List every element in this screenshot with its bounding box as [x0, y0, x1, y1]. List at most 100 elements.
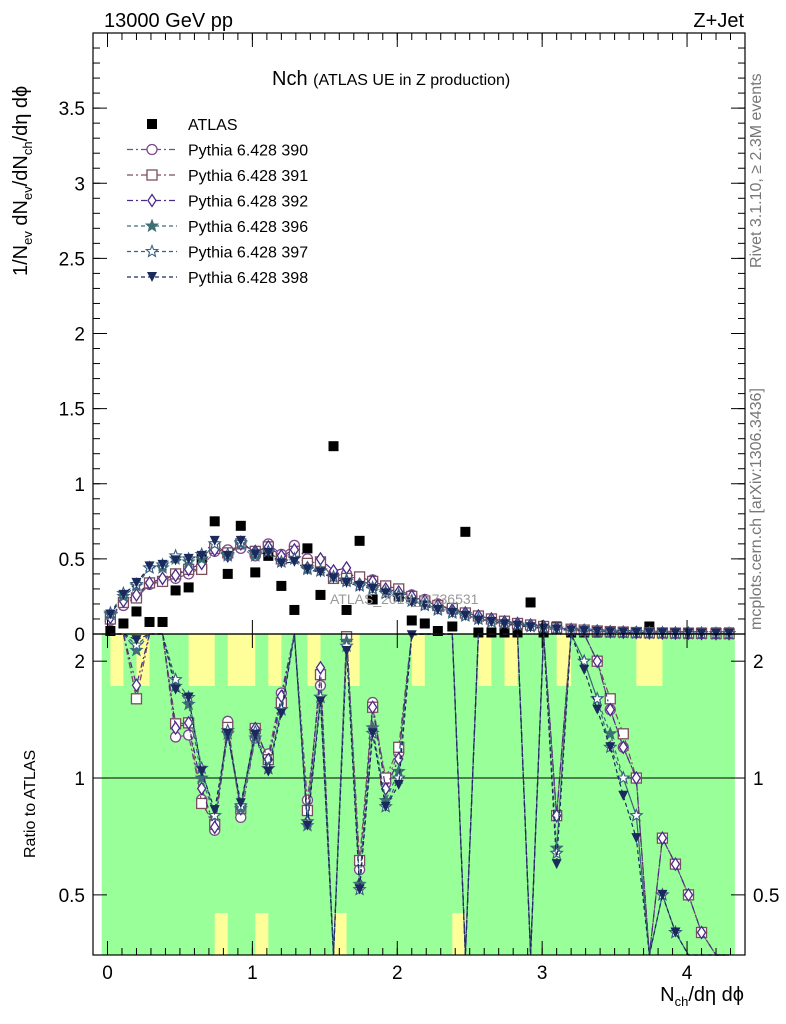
legend-label-2: Pythia 6.428 391 [188, 168, 308, 185]
ratio-point-s6-42 [657, 889, 668, 900]
point-s6-6 [183, 553, 194, 564]
ratio-band-yellow-low-2 [333, 913, 347, 955]
ratio-band-yellow-9 [504, 634, 518, 686]
point-s0-10 [235, 520, 246, 531]
point-s6-7 [196, 550, 207, 561]
point-s6-10 [235, 535, 246, 546]
point-s6-20 [367, 583, 378, 594]
ratio-band-yellow-4 [268, 634, 282, 686]
plot-title: Nch (ATLAS UE in Z production) [272, 68, 510, 91]
legend-marker-5 [144, 243, 160, 258]
point-s3-5 [170, 568, 181, 583]
legend-label-0: ATLAS [188, 117, 238, 134]
point-s0-8 [209, 516, 220, 527]
ratio-point-s3-6 [183, 715, 194, 731]
xtick-label-2: 2 [392, 963, 403, 984]
point-s3-3 [144, 575, 155, 591]
point-s0-26 [447, 621, 458, 632]
ratio-point-s3-38 [605, 702, 616, 717]
ratio-band-yellow-8 [478, 634, 492, 686]
point-s6-40 [631, 627, 642, 638]
legend-marker-1 [146, 143, 158, 156]
ratio-point-s6-19 [354, 884, 365, 895]
point-s0-31 [512, 627, 523, 638]
ratio-point-s3-37 [592, 654, 602, 669]
xtick-label-3: 3 [537, 963, 548, 984]
legend-marker-6 [147, 272, 157, 282]
point-s0-19 [354, 535, 365, 546]
ratio-point-s3-39 [618, 740, 629, 755]
point-s6-8 [209, 535, 220, 546]
ratio-band-yellow-low-3 [452, 913, 466, 955]
point-s0-32 [525, 597, 536, 608]
ratio-point-s6-6 [183, 692, 194, 703]
point-s0-28 [473, 627, 484, 638]
point-s6-36 [579, 626, 590, 637]
ratio-point-s2-2 [130, 693, 143, 705]
point-s0-6 [183, 582, 194, 593]
ratio-band-yellow-11 [636, 634, 663, 686]
main-ytick-label-2: 1 [74, 475, 85, 496]
point-s3-4 [157, 571, 168, 586]
point-s0-13 [276, 580, 287, 591]
ratio-band-yellow-low-0 [214, 913, 228, 955]
ratio-ytick-label-right-0: 0.5 [753, 886, 779, 907]
ratio-point-s6-7 [196, 766, 207, 777]
ratio-point-s6-22 [393, 779, 404, 790]
ratio-point-s6-2 [131, 635, 142, 646]
header-energy: 13000 GeV pp [104, 10, 233, 32]
watermark: ATLAS_2019_I1736531 [330, 591, 479, 607]
point-s0-20 [367, 594, 378, 605]
legend-label-6: Pythia 6.428 398 [188, 270, 308, 287]
ratio-point-s6-8 [209, 805, 220, 816]
point-s0-17 [328, 441, 339, 452]
xtick-label-1: 1 [247, 963, 258, 984]
point-s6-14 [289, 556, 300, 567]
ratio-point-s6-40 [631, 833, 642, 844]
ratio-point-s3-42 [657, 830, 668, 846]
legend-marker-2 [146, 169, 158, 181]
ratio-point-s6-34 [551, 859, 562, 870]
header-process: Z+Jet [693, 10, 744, 32]
main-ytick-label-3: 1.5 [59, 400, 85, 421]
point-s6-27 [460, 610, 471, 621]
point-s6-3 [144, 561, 155, 572]
point-s0-15 [302, 543, 313, 554]
point-s6-29 [486, 616, 497, 627]
point-s6-2 [131, 577, 142, 588]
legend-marker-3 [147, 193, 157, 208]
axis-frames: 0 0.5 1 1.5 2 2.5 3 3.5 0.5 0.5 1 1 2 2 0 1 2 3 4 ATLAS_201… [59, 32, 779, 984]
ratio-point-s6-36 [579, 664, 590, 675]
point-s6-41 [644, 628, 655, 639]
point-s6-9 [222, 550, 233, 561]
ratio-point-s6-5 [170, 684, 181, 695]
point-s0-2 [131, 606, 142, 617]
point-s0-29 [486, 627, 497, 638]
ratio-band-yellow-low-1 [255, 913, 269, 955]
ratio-ytick-label-right-2: 2 [753, 652, 764, 673]
point-s0-24 [419, 618, 430, 629]
ratio-point-s2-39 [617, 728, 629, 740]
ratio-point-s6-12 [263, 766, 274, 777]
ratio-point-s6-16 [315, 696, 326, 707]
ratio-point-s3-44 [683, 887, 694, 903]
point-s6-17 [328, 573, 339, 584]
point-s6-25 [432, 604, 443, 615]
main-panel-series [103, 441, 737, 641]
point-s0-4 [157, 616, 168, 627]
point-s0-16 [315, 589, 326, 600]
point-s6-42 [657, 628, 668, 639]
legend-marker-4 [144, 218, 160, 233]
point-s0-14 [289, 604, 300, 615]
ratio-y-axis-label: Ratio to ATLAS [22, 749, 39, 858]
point-s0-1 [118, 618, 129, 629]
ratio-point-s4-2 [129, 642, 144, 657]
legend-label-1: Pythia 6.428 390 [188, 143, 308, 160]
ratio-band-yellow-0 [110, 634, 124, 686]
point-s3-6 [183, 562, 194, 577]
ratio-point-s3-20 [367, 700, 378, 715]
point-s0-11 [250, 567, 261, 578]
main-ytick-label-0: 0 [74, 625, 85, 646]
point-s0-5 [170, 585, 181, 596]
